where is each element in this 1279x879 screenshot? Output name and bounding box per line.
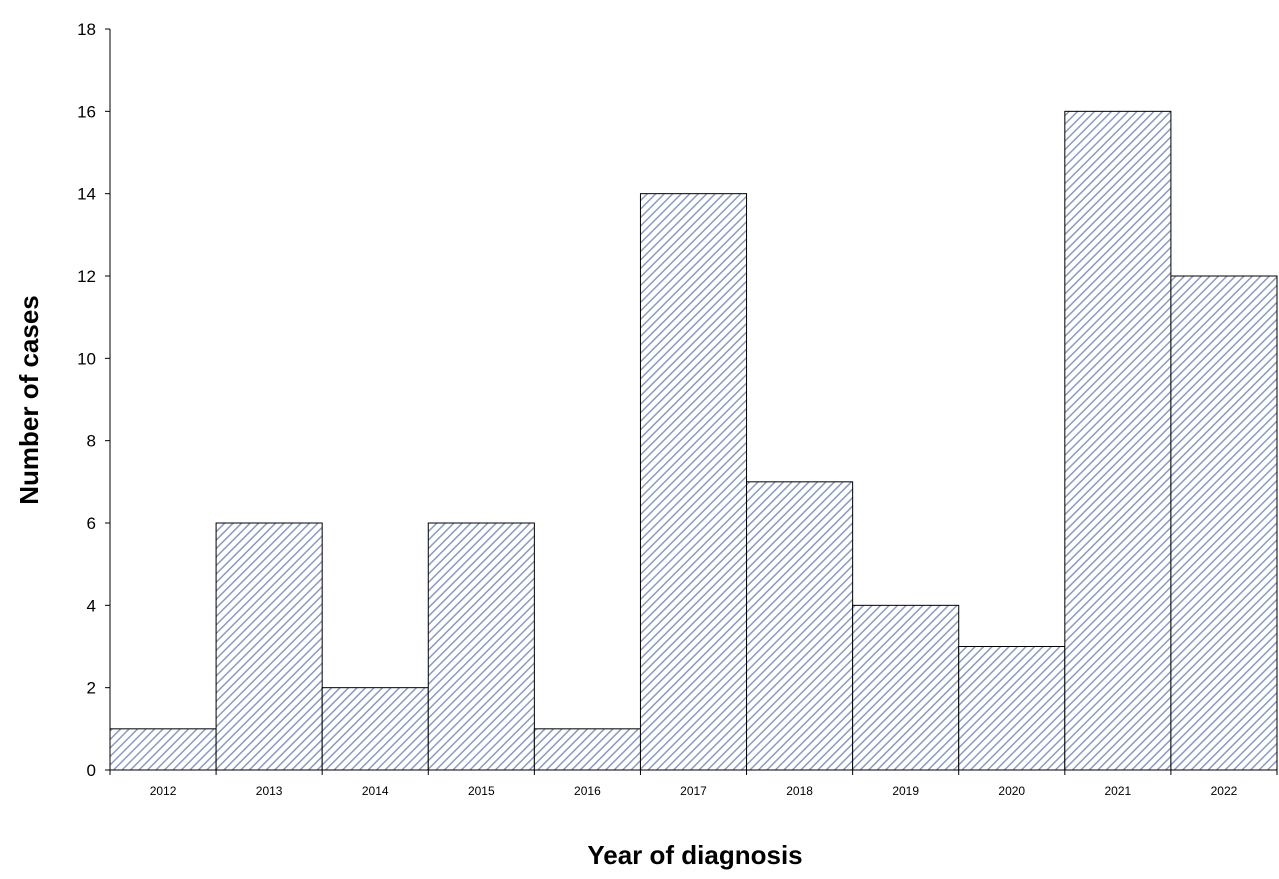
bar-2020 xyxy=(958,646,1066,771)
x-tick-label: 2014 xyxy=(362,784,389,798)
bar-2013 xyxy=(215,522,323,771)
y-tick-label: 4 xyxy=(87,596,96,615)
y-tick-label: 8 xyxy=(87,432,96,451)
bar-2015 xyxy=(427,522,535,771)
x-tick-label: 2020 xyxy=(998,784,1025,798)
x-tick-label: 2016 xyxy=(574,784,601,798)
x-tick-label: 2017 xyxy=(680,784,707,798)
y-tick-labels: 0 2 4 6 8 10 12 14 16 18 xyxy=(77,20,96,780)
x-axis-title: Year of diagnosis xyxy=(587,840,802,870)
bar-2021 xyxy=(1064,110,1172,771)
axes-group xyxy=(105,28,1278,775)
y-tick-label: 0 xyxy=(87,761,96,780)
x-tick-label: 2022 xyxy=(1211,784,1238,798)
x-tick-labels: 2012 2013 2014 2015 2016 2017 2018 2019 2020 2021… xyxy=(150,784,1238,798)
bars-group xyxy=(109,110,1278,771)
x-tick-label: 2012 xyxy=(150,784,177,798)
y-tick-label: 14 xyxy=(77,185,96,204)
y-tick-label: 6 xyxy=(87,514,96,533)
y-tick-label: 16 xyxy=(77,102,96,121)
x-tick-label: 2015 xyxy=(468,784,495,798)
bar-2022 xyxy=(1170,275,1278,771)
bar-2014 xyxy=(321,687,429,771)
bar-2019 xyxy=(852,604,960,771)
y-tick-label: 2 xyxy=(87,679,96,698)
y-tick-label: 18 xyxy=(77,20,96,39)
bar-2017 xyxy=(639,193,748,771)
x-tick-label: 2019 xyxy=(892,784,919,798)
x-tick-label: 2021 xyxy=(1105,784,1132,798)
x-tick-label: 2013 xyxy=(256,784,283,798)
y-axis-title: Number of cases xyxy=(14,295,44,505)
bar-2016 xyxy=(533,728,641,771)
bar-2012 xyxy=(109,728,217,771)
x-tick-label: 2018 xyxy=(786,784,813,798)
bar-2018 xyxy=(746,481,854,771)
y-tick-label: 12 xyxy=(77,267,96,286)
y-tick-label: 10 xyxy=(77,349,96,368)
